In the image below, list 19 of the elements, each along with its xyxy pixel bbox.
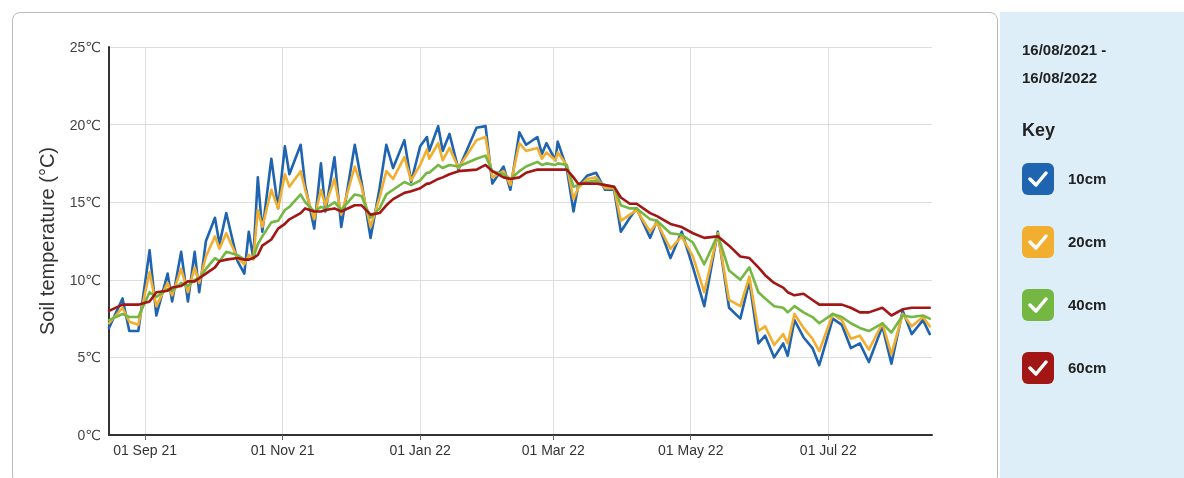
legend-label: 60cm (1068, 359, 1107, 376)
text: 16/08/2021 - 16/08/2022 (1022, 40, 1108, 88)
legend-label: 40cm (1068, 296, 1107, 313)
y-tick-label: 25℃ (69, 39, 101, 55)
x-tick-label: 01 Nov 21 (250, 442, 315, 458)
y-tick-label: 20℃ (69, 116, 101, 133)
y-tick-label: 15℃ (69, 194, 101, 211)
legend-title: Key (1022, 120, 1057, 141)
x-tick-label: 01 Mar 22 (521, 442, 585, 458)
x-tick-label: 01 May 22 (658, 442, 724, 458)
x-tick-label: 01 Sep 21 (113, 442, 178, 458)
y-tick-label: 0℃ (77, 427, 101, 443)
x-tick-label: 01 Jul 22 (799, 442, 857, 458)
legend-label: 20cm (1068, 233, 1107, 250)
x-tick-label: 01 Jan 22 (389, 442, 452, 458)
y-axis-title: Soil temperature (°C) (36, 146, 58, 336)
y-tick-label: 10℃ (69, 271, 101, 288)
legend-label: 10cm (1068, 170, 1107, 187)
y-tick-label: 5℃ (77, 349, 101, 366)
